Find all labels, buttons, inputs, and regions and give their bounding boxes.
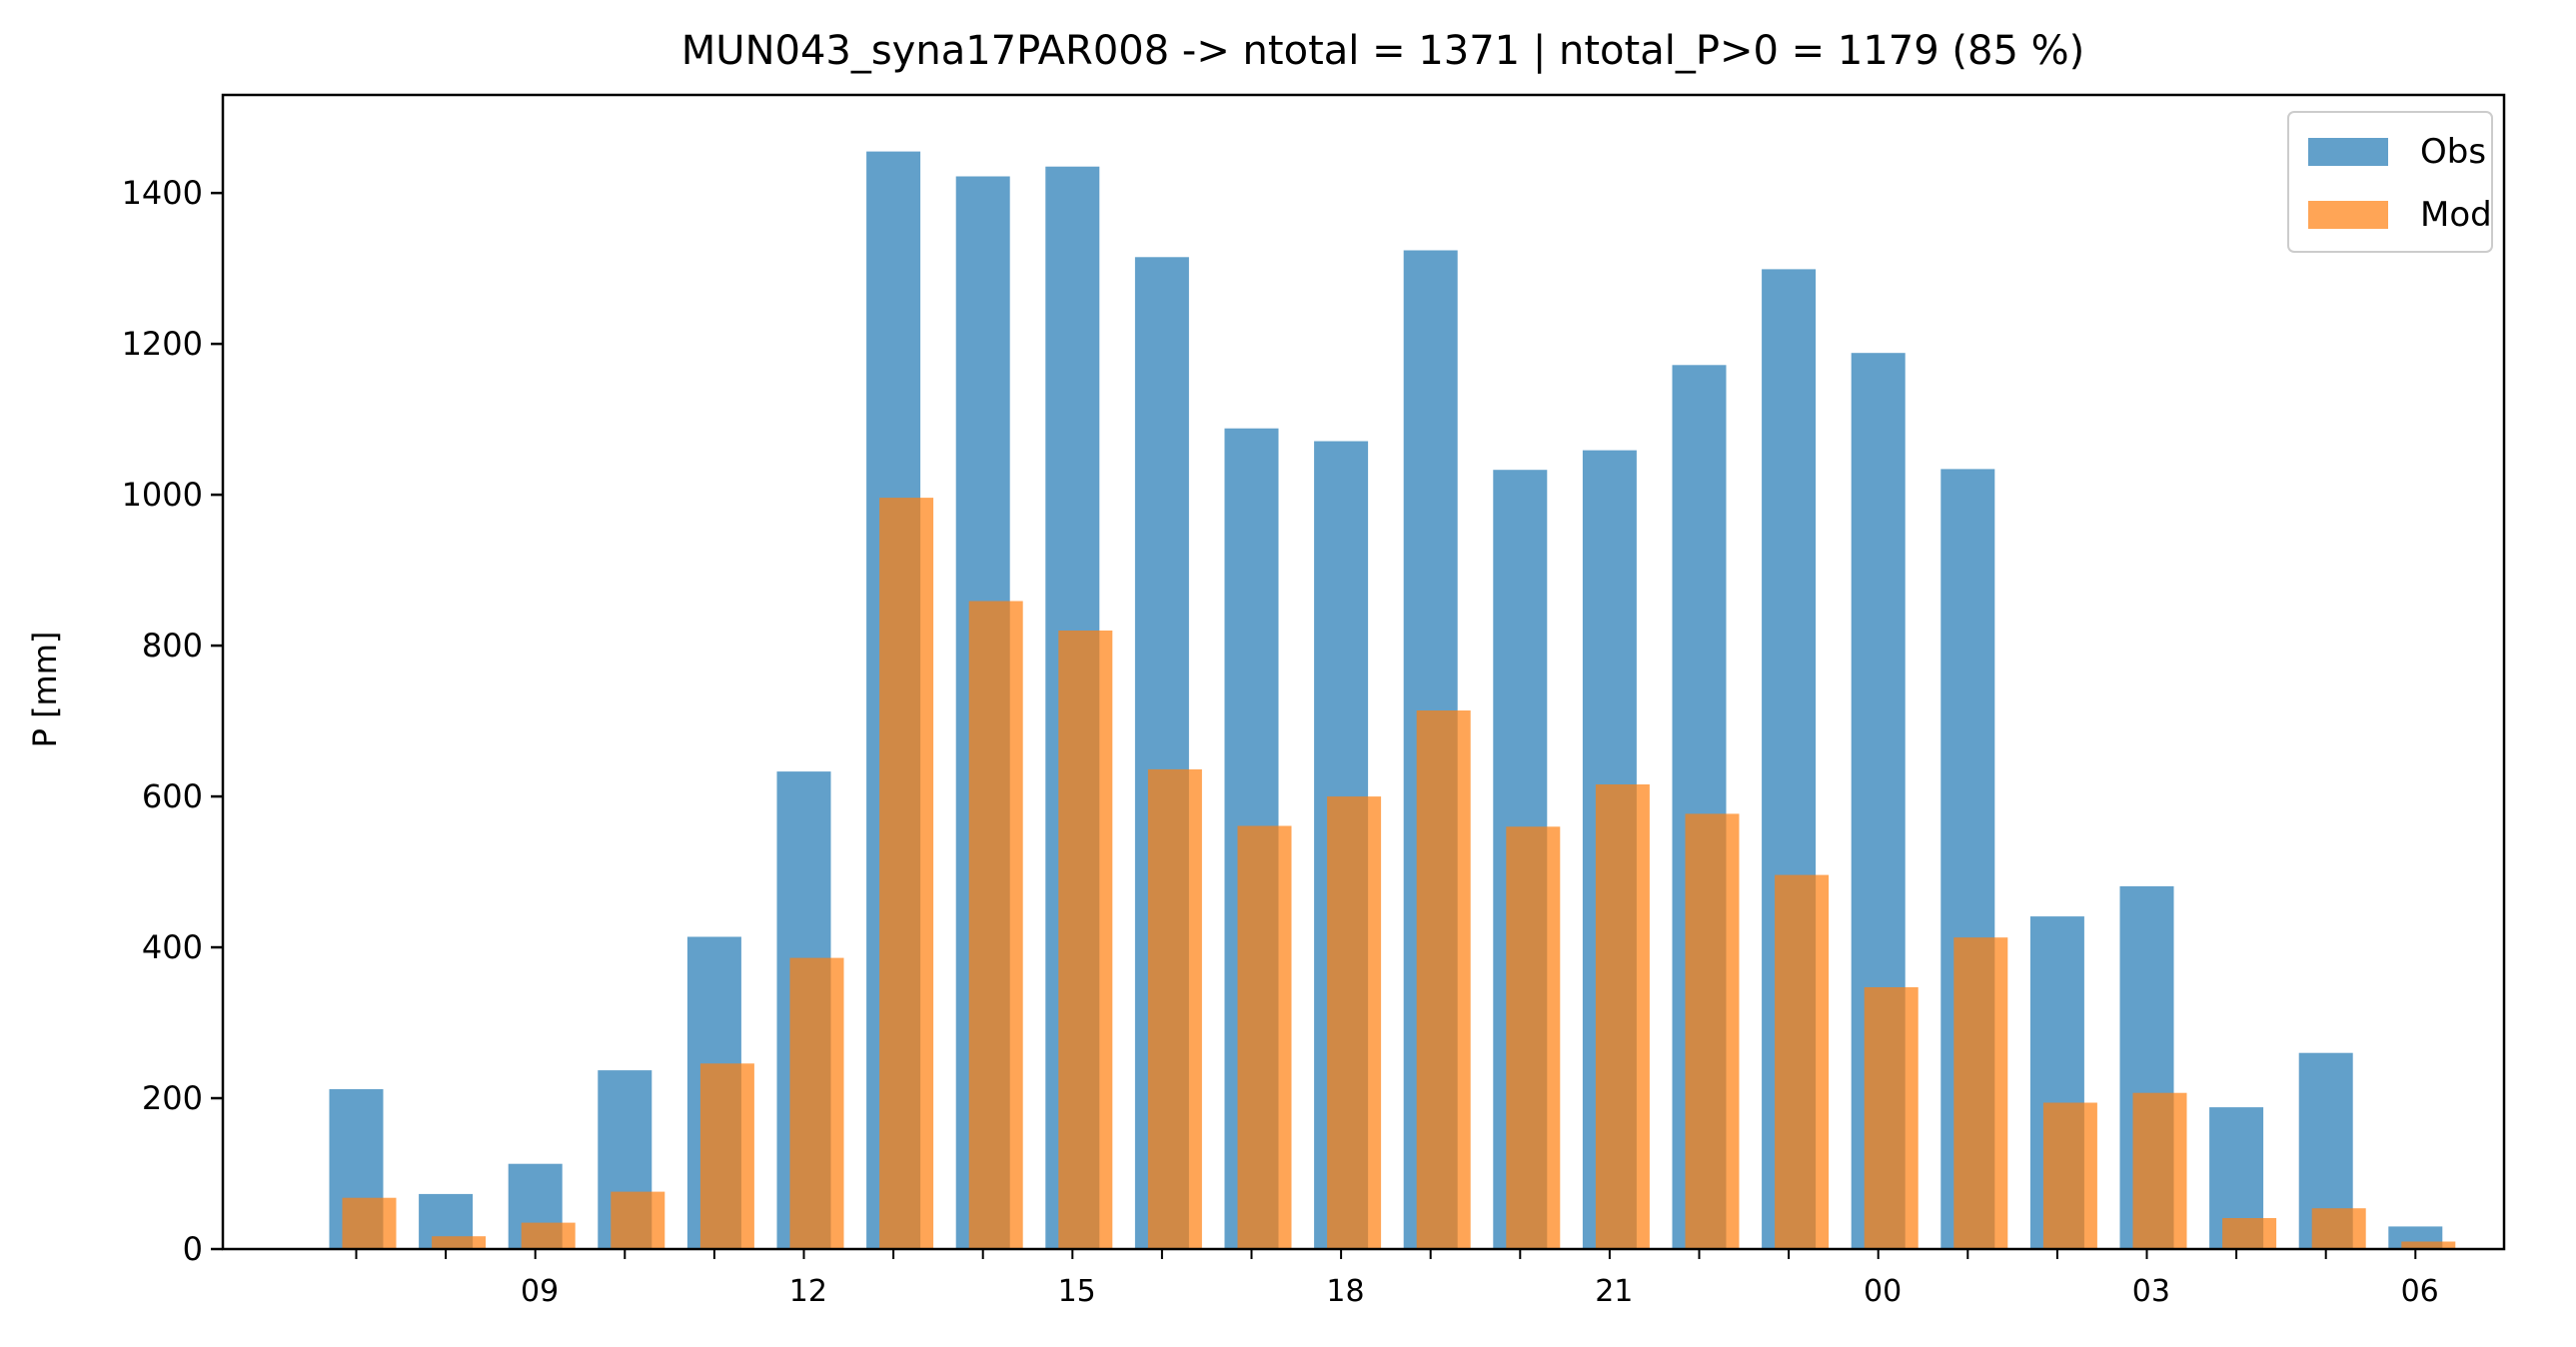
bar-mod-09 — [432, 1236, 487, 1249]
bar-mod-23 — [1685, 813, 1740, 1249]
bars-layer — [329, 151, 2456, 1250]
y-tick-label-600: 600 — [142, 777, 203, 815]
bar-mod-12 — [699, 1063, 754, 1249]
x-tick-label-09: 09 — [521, 1274, 559, 1309]
x-tick-label-06: 06 — [2401, 1274, 2439, 1309]
y-tick-label-1000: 1000 — [122, 476, 203, 514]
legend-swatch-mod — [2308, 201, 2388, 229]
bar-mod-02 — [1953, 937, 2008, 1249]
bar-mod-04 — [2132, 1092, 2187, 1249]
y-tick-label-800: 800 — [142, 627, 203, 665]
bar-mod-20 — [1416, 710, 1471, 1249]
x-tick-label-18: 18 — [1326, 1274, 1364, 1309]
bar-mod-06 — [2311, 1208, 2366, 1249]
bar-mod-05 — [2222, 1218, 2277, 1249]
legend-swatch-obs — [2308, 138, 2388, 166]
x-tick-label-03: 03 — [2132, 1274, 2170, 1309]
x-tick-label-12: 12 — [789, 1274, 827, 1309]
bar-mod-11 — [611, 1191, 665, 1249]
bar-mod-18 — [1237, 825, 1292, 1249]
bar-mod-14 — [879, 498, 934, 1250]
y-tick-label-0: 0 — [183, 1230, 203, 1268]
x-tick-label-00: 00 — [1864, 1274, 1902, 1309]
chart-title: MUN043_syna17PAR008 -> ntotal = 1371 | n… — [681, 28, 2084, 74]
legend: Obs Mod — [2287, 111, 2493, 253]
legend-label-obs: Obs — [2420, 132, 2486, 172]
bar-mod-21 — [1506, 826, 1561, 1249]
bar-mod-15 — [968, 601, 1023, 1249]
bar-mod-22 — [1595, 784, 1650, 1249]
bar-mod-10 — [521, 1222, 576, 1249]
bar-mod-03 — [2042, 1102, 2097, 1249]
y-axis: 0 200 400 600 800 1000 1200 1400 — [122, 174, 223, 1268]
series-mod — [342, 498, 2456, 1250]
bar-mod-07 — [2401, 1241, 2456, 1249]
y-axis-label: P [mm] — [26, 632, 64, 748]
x-tick-label-21: 21 — [1595, 1274, 1633, 1309]
bar-mod-16 — [1058, 631, 1113, 1249]
y-tick-label-1200: 1200 — [122, 325, 203, 363]
bar-mod-01 — [1864, 987, 1919, 1249]
bar-mod-19 — [1327, 796, 1382, 1249]
bar-mod-17 — [1147, 768, 1202, 1249]
x-tick-label-15: 15 — [1058, 1274, 1096, 1309]
y-tick-label-1400: 1400 — [122, 174, 203, 212]
bar-mod-00 — [1775, 874, 1830, 1249]
bar-mod-08 — [342, 1197, 397, 1249]
legend-label-mod: Mod — [2420, 195, 2492, 235]
y-tick-label-400: 400 — [142, 928, 203, 966]
bar-mod-13 — [789, 957, 844, 1249]
plot-frame — [221, 93, 2506, 1251]
y-tick-label-200: 200 — [142, 1079, 203, 1117]
x-axis: 09 12 15 18 21 00 03 06 — [355, 1249, 2439, 1309]
